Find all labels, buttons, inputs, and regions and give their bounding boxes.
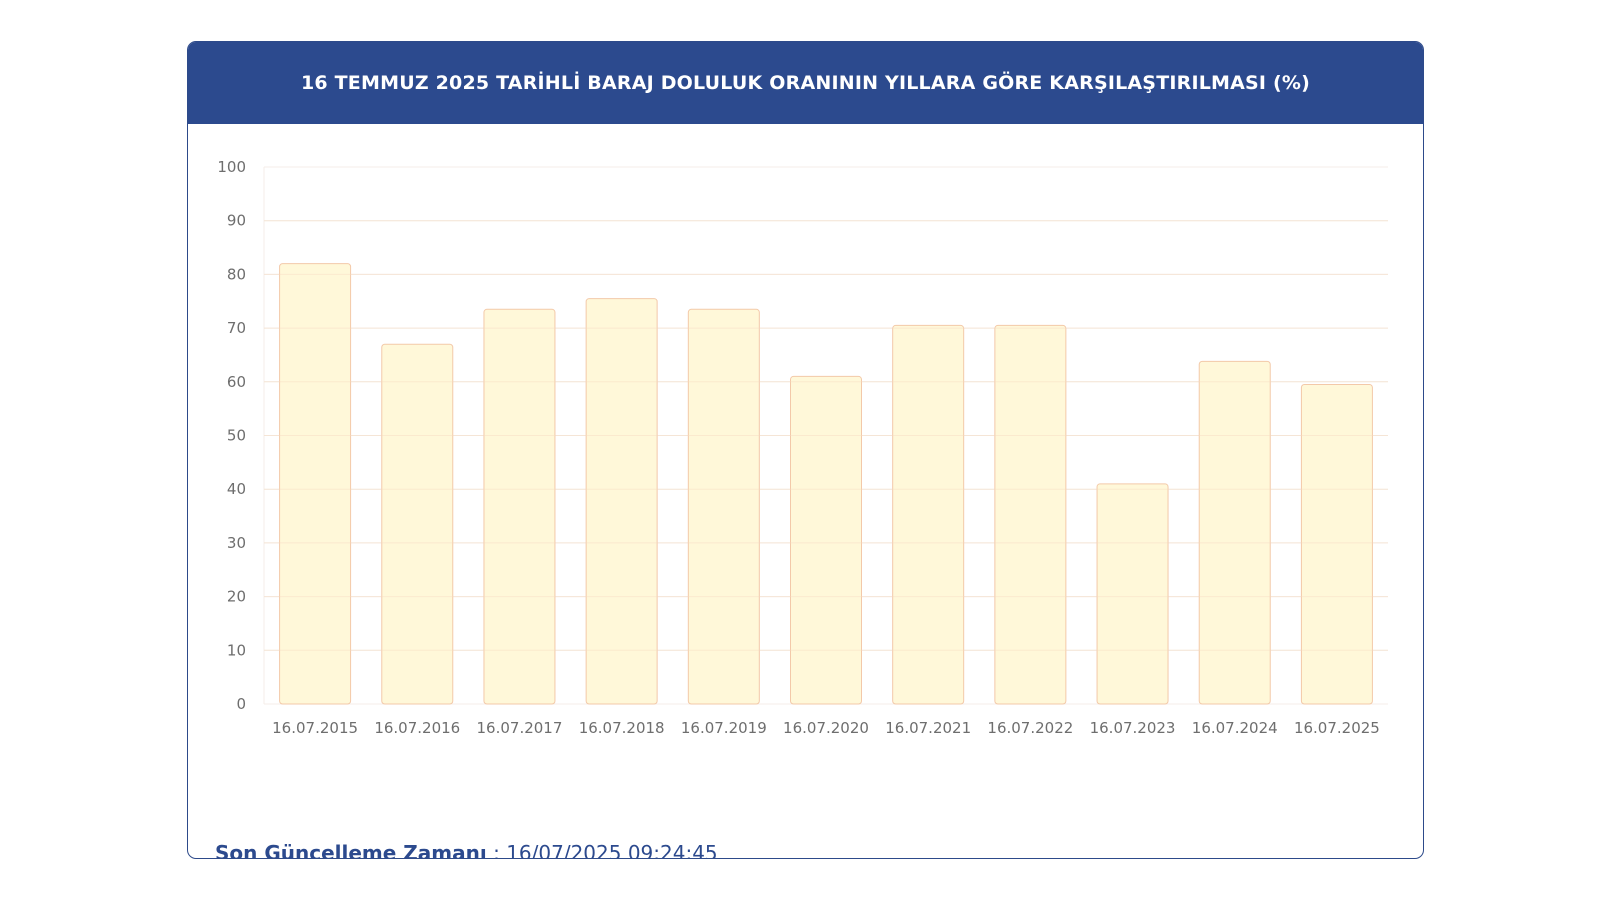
chart-title: 16 TEMMUZ 2025 TARİHLİ BARAJ DOLULUK ORA… [300,72,1311,94]
y-tick-label: 80 [227,265,246,283]
x-tick-label: 16.07.2021 [885,719,971,737]
last-update-separator: : [486,841,507,859]
bar-16.07.2018[interactable] [585,298,658,705]
y-tick-label: 0 [236,695,246,713]
bar-16.07.2015[interactable] [279,263,352,705]
last-update-value: 16/07/2025 09:24:45 [506,841,718,859]
bar-16.07.2024[interactable] [1198,360,1271,705]
y-axis-ticks: 0 10 20 30 40 50 60 70 80 90 100 [217,158,246,713]
bar-16.07.2019[interactable] [687,308,760,705]
chart-card: 16 TEMMUZ 2025 TARİHLİ BARAJ DOLULUK ORA… [187,41,1424,859]
bar-16.07.2016[interactable] [381,343,454,705]
last-update: Son Güncelleme Zamanı : 16/07/2025 09:24… [215,841,718,859]
last-update-label: Son Güncelleme Zamanı [215,841,487,859]
bar-16.07.2022[interactable] [994,324,1067,705]
x-tick-label: 16.07.2015 [272,719,358,737]
x-tick-label: 16.07.2022 [987,719,1073,737]
bar-16.07.2020[interactable] [790,375,862,705]
y-tick-label: 40 [227,480,246,498]
x-tick-label: 16.07.2023 [1090,719,1176,737]
y-tick-label: 60 [227,373,246,391]
y-tick-label: 10 [227,641,246,659]
x-tick-label: 16.07.2019 [681,719,767,737]
grid-lines-front [264,220,1388,651]
y-tick-label: 20 [227,588,246,606]
bar-16.07.2023[interactable] [1096,483,1169,705]
bar-16.07.2017[interactable] [483,308,556,705]
y-tick-label: 100 [217,158,246,176]
y-tick-label: 30 [227,534,246,552]
x-tick-label: 16.07.2016 [374,719,460,737]
bar-16.07.2021[interactable] [892,324,965,705]
y-tick-label: 50 [227,427,246,445]
x-tick-label: 16.07.2018 [579,719,665,737]
bars [279,263,1373,705]
y-tick-label: 90 [227,212,246,230]
y-tick-label: 70 [227,319,246,337]
x-tick-label: 16.07.2017 [477,719,563,737]
x-axis-ticks: 16.07.2015 16.07.2016 16.07.2017 16.07.2018… [272,719,1380,737]
x-tick-label: 16.07.2025 [1294,719,1380,737]
x-tick-label: 16.07.2020 [783,719,869,737]
card-header: 16 TEMMUZ 2025 TARİHLİ BARAJ DOLULUK ORA… [188,42,1423,124]
bar-16.07.2025[interactable] [1300,383,1373,705]
x-tick-label: 16.07.2024 [1192,719,1278,737]
